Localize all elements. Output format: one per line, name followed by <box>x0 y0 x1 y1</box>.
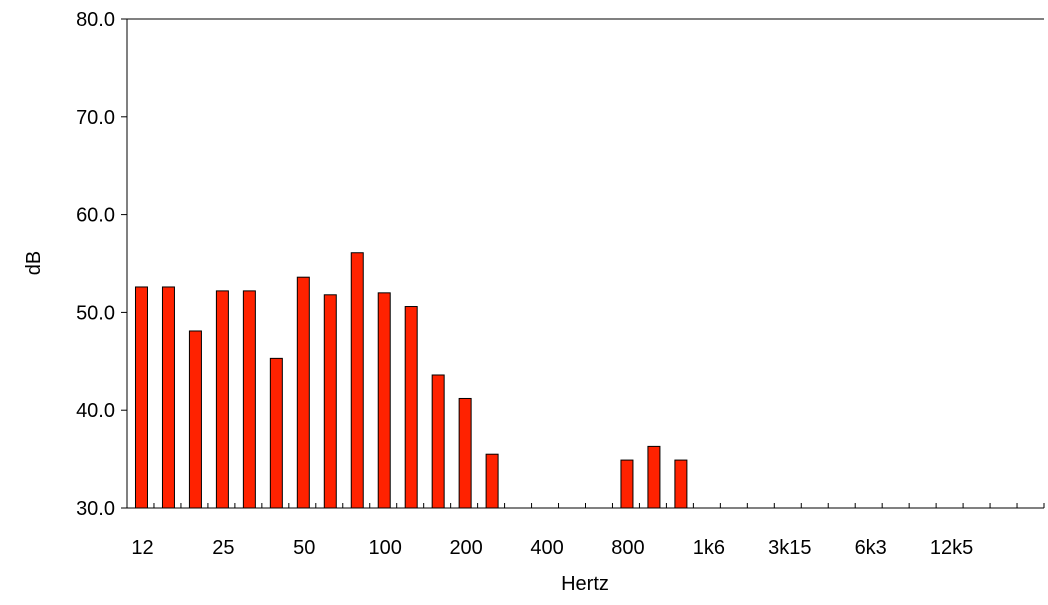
y-tick-label: 50.0 <box>76 302 115 324</box>
x-tick-label: 12 <box>131 537 153 559</box>
bar-80 <box>350 252 364 509</box>
bar-16 <box>161 286 175 509</box>
x-tick-label: 200 <box>449 537 482 559</box>
bars-group <box>134 252 688 509</box>
bar-50 <box>296 276 310 509</box>
x-tick-label: 400 <box>530 537 563 559</box>
bar-25 <box>215 290 229 509</box>
bar-20 <box>188 330 202 509</box>
x-tick-label: 50 <box>293 537 315 559</box>
bar-800 <box>620 459 634 509</box>
bar-63 <box>323 294 337 509</box>
bar-100 <box>377 292 391 509</box>
bar-250 <box>485 453 499 509</box>
bar-125 <box>404 306 418 509</box>
y-tick-label: 80.0 <box>76 9 115 31</box>
bar-1k25 <box>674 459 688 509</box>
x-tick-label: 800 <box>611 537 644 559</box>
x-tick-label: 12k5 <box>930 537 973 559</box>
x-tick-label: 1k6 <box>693 537 725 559</box>
x-tick-label: 3k15 <box>768 537 811 559</box>
y-tick-label: 40.0 <box>76 400 115 422</box>
bar-160 <box>431 374 445 509</box>
bar-31.5 <box>242 290 256 509</box>
y-tick-label: 70.0 <box>76 107 115 129</box>
x-ticks-group: 12 25 50 100 200 400 800 1k6 3k15 6k3 12k5 <box>126 503 1045 559</box>
bar-40 <box>269 357 283 509</box>
axes-group <box>126 18 1044 509</box>
x-tick-label: 6k3 <box>855 537 887 559</box>
bar-1k <box>647 445 661 509</box>
y-tick-label: 60.0 <box>76 205 115 227</box>
bar-200 <box>458 397 472 509</box>
y-ticks-group: 30.0 40.0 50.0 60.0 70.0 80.0 <box>76 9 127 520</box>
bar-12 <box>134 286 148 509</box>
x-axis-title: Hertz <box>561 573 609 595</box>
x-tick-label: 25 <box>212 537 234 559</box>
y-tick-label: 30.0 <box>76 498 115 520</box>
x-tick-label: 100 <box>369 537 402 559</box>
y-axis-title: dB <box>23 251 45 275</box>
